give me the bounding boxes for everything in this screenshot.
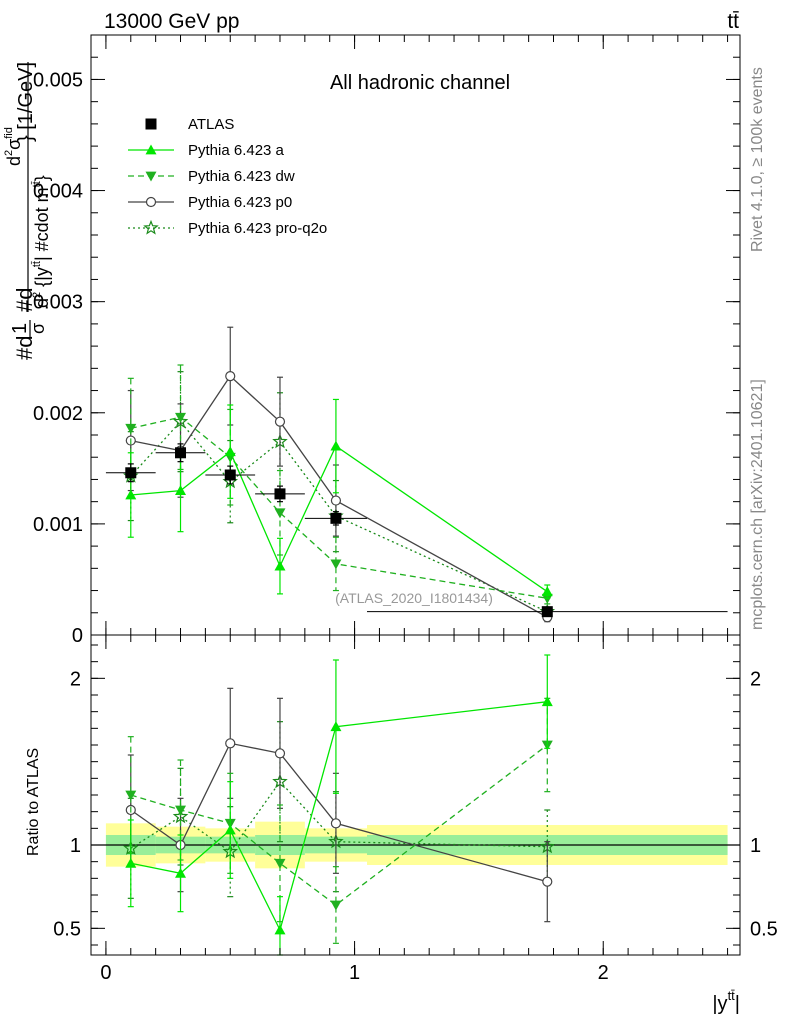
series-line-pythia-6-423-dw xyxy=(130,744,548,906)
ratio-y-axis-label: Ratio to ATLAS xyxy=(25,748,42,856)
ratio-y-tick-label-right: 0.5 xyxy=(750,918,778,940)
data-point-pythia-6-423-dw xyxy=(125,423,137,434)
header-energy: 13000 GeV pp xyxy=(104,10,239,33)
y-axis-label-one: 1 xyxy=(9,323,31,334)
data-point-atlas xyxy=(125,467,137,479)
series-line-pythia-6-423-pro-q2o xyxy=(130,420,548,613)
ratio-y-tick-label-right: 2 xyxy=(750,668,761,690)
x-tick-label: 0 xyxy=(100,962,111,984)
y-axis-label-prefix: #d xyxy=(12,336,37,360)
data-point-pythia-6-423-a xyxy=(125,857,137,868)
data-point-atlas xyxy=(175,447,187,459)
legend-marker-pythia-6-423-p0 xyxy=(145,196,157,208)
analysis-watermark: (ATLAS_2020_I1801434) xyxy=(335,590,493,606)
legend-marker-pythia-6-423-a xyxy=(145,144,157,155)
data-point-pythia-6-423-p0 xyxy=(542,876,553,887)
legend-label-pythia-6-423-a: Pythia 6.423 a xyxy=(188,142,285,159)
y-axis-label: #d 1 σ #d d2σfid d2 {|ytt̄| #cdot mtt̄} … xyxy=(3,62,52,360)
data-point-pythia-6-423-dw xyxy=(330,559,342,570)
main-plot-panel: 0 0.001 0.002 0.003 0.004 0.005 All hadronic … xyxy=(33,34,741,647)
data-point-pythia-6-423-a xyxy=(274,560,286,571)
y-tick-label: 0.004 xyxy=(33,181,83,203)
data-point-pythia-6-423-dw xyxy=(330,900,342,911)
legend-marker-pythia-6-423-dw xyxy=(145,171,157,182)
series-line-pythia-6-423-a xyxy=(130,701,548,932)
ratio-plot-frame xyxy=(90,634,741,956)
data-point-atlas xyxy=(224,469,236,481)
legend-label-atlas: ATLAS xyxy=(188,116,234,133)
data-point-pythia-6-423-dw xyxy=(125,790,137,801)
data-point-pythia-6-423-a xyxy=(224,446,236,457)
x-tick-label: 1 xyxy=(349,962,360,984)
series-line-pythia-6-423-p0 xyxy=(130,375,548,618)
data-point-pythia-6-423-dw xyxy=(274,858,286,869)
header-process: tt̄ xyxy=(727,10,739,33)
mcplots-text: mcplots.cern.ch [arXiv:2401.10621] xyxy=(749,379,766,630)
series-line-pythia-6-423-dw xyxy=(130,416,548,599)
data-point-pythia-6-423-p0 xyxy=(274,416,286,427)
series-atlas xyxy=(105,443,728,618)
y-tick-label: 0.002 xyxy=(33,403,83,425)
ratio-y-tick-label: 0.5 xyxy=(53,918,81,940)
y-tick-label: 0.001 xyxy=(33,514,83,536)
legend-marker-atlas xyxy=(145,118,157,130)
data-point-pythia-6-423-a xyxy=(175,485,187,495)
data-point-pythia-6-423-dw xyxy=(175,805,187,816)
series-line-pythia-6-423-a xyxy=(130,445,548,593)
data-point-pythia-6-423-p0 xyxy=(330,495,342,506)
legend-label-pythia-6-423-p0: Pythia 6.423 p0 xyxy=(188,194,292,211)
ratio-y-tick-label: 2 xyxy=(70,668,81,690)
plot-title: All hadronic channel xyxy=(330,72,510,94)
ratio-plot-panel: 0.5 0.5 1 1 2 2 0 1 2 Ratio to ATLAS |ytt̄| xyxy=(25,634,778,1015)
y-tick-label: 0.003 xyxy=(33,292,83,314)
ratio-y-tick-label-right: 1 xyxy=(750,835,761,857)
data-point-atlas xyxy=(330,512,342,524)
x-tick-label: 2 xyxy=(598,962,609,984)
legend-marker-pythia-6-423-pro-q2o xyxy=(143,219,159,235)
series-pythia-6-423-pro-q2o xyxy=(123,371,556,619)
data-point-pythia-6-423-p0 xyxy=(274,748,286,759)
legend: ATLAS Pythia 6.423 a Pythia 6.423 dw Pythia… xyxy=(128,116,327,237)
data-point-pythia-6-423-p0 xyxy=(225,738,236,749)
y-axis-label-denominator: d2 {|ytt̄| #cdot mtt̄} xyxy=(31,175,52,308)
rivet-version-text: Rivet 4.1.0, ≥ 100k events xyxy=(749,67,766,252)
series-pythia-6-423-pro-q2o xyxy=(123,721,556,899)
series-pythia-6-423-p0 xyxy=(125,326,553,623)
series-pythia-6-423-p0 xyxy=(125,687,553,923)
legend-label-pythia-6-423-pro-q2o: Pythia 6.423 pro-q2o xyxy=(188,220,327,237)
data-point-pythia-6-423-a xyxy=(541,586,553,597)
data-point-pythia-6-423-a xyxy=(175,867,187,878)
y-axis-label-sigma: σ xyxy=(28,323,48,334)
data-point-pythia-6-423-a xyxy=(274,924,286,935)
y-axis-label-units: } [1/GeV] xyxy=(15,62,37,142)
data-point-pythia-6-423-a xyxy=(125,489,137,500)
data-point-pythia-6-423-a xyxy=(330,440,342,451)
legend-label-pythia-6-423-dw: Pythia 6.423 dw xyxy=(188,168,295,185)
y-tick-label: 0.005 xyxy=(33,69,83,91)
data-point-atlas xyxy=(274,488,286,500)
data-point-pythia-6-423-p0 xyxy=(225,371,236,382)
series-pythia-6-423-a xyxy=(125,654,553,956)
y-tick-label: 0 xyxy=(72,625,83,647)
data-point-pythia-6-423-dw xyxy=(175,412,187,423)
data-point-pythia-6-423-a xyxy=(224,824,236,835)
x-axis-label: |ytt̄| xyxy=(712,988,740,1015)
y-axis-label-middle: #d xyxy=(12,288,37,312)
data-point-pythia-6-423-p0 xyxy=(330,818,342,829)
data-point-pythia-6-423-a xyxy=(541,696,553,707)
series-line-pythia-6-423-p0 xyxy=(130,742,548,883)
ratio-y-tick-label: 1 xyxy=(70,835,81,857)
data-point-pythia-6-423-dw xyxy=(274,508,286,519)
data-point-atlas xyxy=(541,606,553,618)
data-point-pythia-6-423-a xyxy=(330,721,342,732)
